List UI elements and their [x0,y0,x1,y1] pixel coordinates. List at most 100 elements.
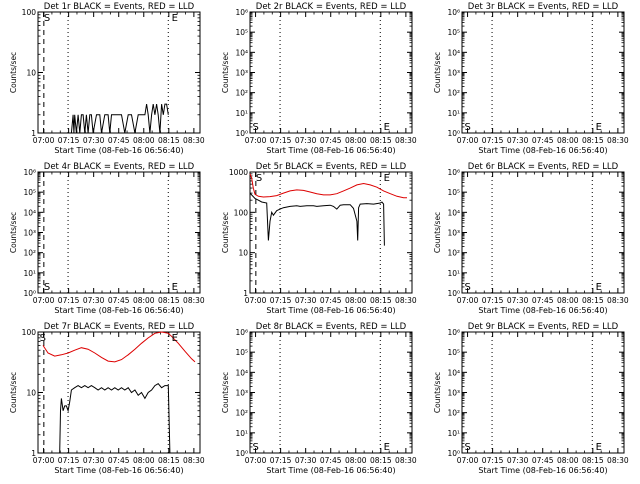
y-tick-label: 10³ [23,229,36,238]
y-tick-label: 10⁰ [23,289,36,298]
y-tick-label: 10³ [235,69,248,78]
end-marker: E [384,122,390,133]
lld-series-line [42,331,196,363]
x-tick-label: 07:45 [320,296,342,305]
y-tick-label: 10⁰ [447,129,460,138]
panel-title: Det 7r BLACK = Events, RED = LLD [44,322,195,332]
y-tick-label: 10⁵ [447,348,460,357]
x-tick-label: 07:30 [507,296,529,305]
y-tick-label: 10¹ [447,109,460,118]
x-tick-label: 08:00 [133,136,155,145]
x-tick-label: 08:30 [395,136,417,145]
x-axis-label: Start Time (08-Feb-16 06:56:40) [478,306,607,315]
panel-title: Det 1r BLACK = Events, RED = LLD [44,2,195,12]
y-tick-label: 10⁶ [447,8,460,17]
y-tick-label: 10⁵ [447,28,460,37]
x-tick-label: 07:00 [245,456,267,465]
start-marker: S [253,442,259,453]
x-tick-label: 08:00 [133,456,155,465]
x-tick-label: 08:30 [607,296,629,305]
plot-frame [249,171,413,294]
panel-title: Det 8r BLACK = Events, RED = LLD [256,322,407,332]
y-axis-label: Counts/sec [221,52,230,93]
x-tick-label: 08:00 [557,456,579,465]
y-tick-label: 10⁴ [23,208,36,217]
panel-title: Det 6r BLACK = Events, RED = LLD [468,162,619,172]
y-tick-label: 10¹ [235,109,248,118]
detector-panel: Det 2r BLACK = Events, RED = LLD 10⁰ 10¹ 10… [221,2,417,155]
y-axis-label: Counts/sec [9,372,18,413]
y-tick-label: 10¹ [447,429,460,438]
x-tick-label: 08:00 [345,456,367,465]
start-marker: S [253,122,259,133]
y-axis-label: Counts/sec [221,212,230,253]
x-tick-label: 07:15 [58,136,80,145]
y-tick-label: 1000 [229,168,248,177]
events-series-line [59,383,171,454]
x-axis-label: Start Time (08-Feb-16 06:56:40) [54,306,183,315]
y-tick-label: 10⁴ [447,48,460,57]
y-axis-label: Counts/sec [9,212,18,253]
x-tick-label: 08:30 [607,136,629,145]
end-marker: E [384,173,390,184]
panel-title: Det 9r BLACK = Events, RED = LLD [468,322,619,332]
x-tick-label: 07:45 [532,296,554,305]
start-marker: S [40,333,46,344]
panel-title: Det 5r BLACK = Events, RED = LLD [256,162,407,172]
y-axis-label: Counts/sec [9,52,18,93]
y-tick-label: 10⁴ [235,368,248,377]
y-tick-label: 1 [243,289,248,298]
x-tick-label: 07:00 [33,296,55,305]
plot-frame [461,11,625,134]
x-tick-label: 08:30 [183,456,205,465]
y-tick-label: 10⁶ [447,168,460,177]
x-axis-label: Start Time (08-Feb-16 06:56:40) [54,466,183,475]
x-tick-label: 07:45 [108,456,130,465]
x-axis-label: Start Time (08-Feb-16 06:56:40) [478,466,607,475]
panel-title: Det 3r BLACK = Events, RED = LLD [468,2,619,12]
y-tick-label: 10³ [235,389,248,398]
x-tick-label: 07:15 [482,456,504,465]
x-tick-label: 08:15 [370,296,392,305]
x-tick-label: 08:30 [395,296,417,305]
y-tick-label: 100 [22,328,37,337]
x-tick-label: 07:15 [58,456,80,465]
end-marker: E [596,122,602,133]
y-tick-label: 10⁴ [447,208,460,217]
x-tick-label: 08:30 [183,136,205,145]
y-tick-label: 10² [235,89,248,98]
y-tick-label: 10 [26,389,36,398]
x-tick-label: 07:45 [108,136,130,145]
x-tick-label: 07:15 [482,136,504,145]
panel-title: Det 2r BLACK = Events, RED = LLD [256,2,407,12]
detector-panel: Det 9r BLACK = Events, RED = LLD 10⁰ 10¹ 10… [433,322,629,475]
x-axis-label: Start Time (08-Feb-16 06:56:40) [54,146,183,155]
y-tick-label: 100 [22,8,37,17]
plot-frame [249,331,413,454]
plot-frame [37,171,201,294]
y-tick-label: 1 [31,449,36,458]
end-marker: E [172,282,178,293]
detector-panel: Det 5r BLACK = Events, RED = LLD 1 10 100 10… [221,162,417,315]
x-tick-label: 07:45 [108,296,130,305]
x-axis-label: Start Time (08-Feb-16 06:56:40) [266,306,395,315]
end-marker: E [384,442,390,453]
start-marker: S [465,122,471,133]
x-tick-label: 07:00 [457,296,479,305]
y-tick-label: 10⁵ [235,28,248,37]
x-tick-label: 07:00 [33,456,55,465]
x-tick-label: 07:00 [33,136,55,145]
x-tick-label: 07:00 [457,136,479,145]
y-tick-label: 10 [26,69,36,78]
y-tick-label: 10⁰ [447,289,460,298]
y-tick-label: 10⁶ [447,328,460,337]
lld-series-line [249,173,407,199]
x-tick-label: 07:15 [270,296,292,305]
y-tick-label: 10⁶ [235,8,248,17]
y-tick-label: 10⁰ [235,449,248,458]
y-tick-label: 10³ [447,389,460,398]
y-tick-label: 10⁵ [23,188,36,197]
y-tick-label: 10² [23,249,36,258]
